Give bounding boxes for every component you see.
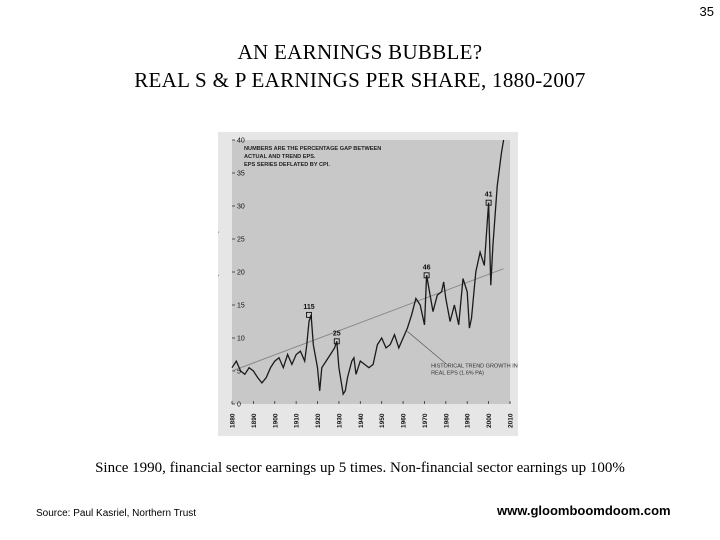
x-tick-label: 1980 — [443, 413, 450, 428]
y-tick-label: 30 — [237, 204, 245, 211]
y-tick-label: 0 — [237, 402, 241, 409]
x-tick-label: 1990 — [465, 413, 472, 428]
x-tick-label: 1890 — [251, 413, 258, 428]
y-tick-label: 10 — [237, 336, 245, 343]
website-link[interactable]: www.gloomboomdoom.com — [497, 503, 671, 518]
y-tick-label: 15 — [237, 303, 245, 310]
plot-area — [232, 140, 510, 404]
x-tick-label: 1900 — [272, 413, 279, 428]
chart-note: EPS SERIES DEFLATED BY CPI. — [244, 162, 330, 168]
x-tick-label: 1910 — [294, 413, 301, 428]
page-number: 35 — [699, 4, 714, 19]
caption: Since 1990, financial sector earnings up… — [95, 460, 625, 476]
y-tick-label: 40 — [237, 138, 245, 145]
x-tick-label: 1920 — [315, 413, 322, 428]
x-tick-label: 1970 — [422, 413, 429, 428]
y-tick-label: 5 — [237, 369, 241, 376]
x-tick-label: 2000 — [486, 413, 493, 428]
chart-note: NUMBERS ARE THE PERCENTAGE GAP BETWEEN — [244, 146, 381, 152]
chart-note: ACTUAL AND TREND EPS. — [244, 154, 316, 160]
annotation-marker — [333, 338, 340, 345]
chart-subtitle: REAL S & P EARNINGS PER SHARE, 1880-2007 — [134, 68, 586, 92]
y-tick-label: 35 — [237, 171, 245, 178]
annotation-marker — [485, 199, 492, 206]
eps-series-line — [231, 139, 505, 396]
x-tick-label: 1940 — [358, 413, 365, 428]
annotation-marker — [306, 311, 312, 318]
trend-label-pointer — [407, 331, 447, 364]
trend-label-text: HISTORICAL TREND GROWTH IN — [431, 364, 518, 370]
trend-label-text: REAL EPS (1.6% PA) — [431, 371, 484, 377]
eps-chart: 0 5 10 15 20 25 30 35 40 1880 1890 1900 1910 1920 1930… — [212, 132, 518, 436]
annotation-marker — [423, 272, 430, 279]
trend-line — [231, 268, 504, 372]
source-credit: Source: Paul Kasriel, Northern Trust — [36, 508, 197, 519]
y-tick-label: 20 — [237, 270, 245, 277]
annotation-label: 25 — [333, 330, 341, 337]
annotation-label: 41 — [485, 192, 493, 199]
x-tick-label: 1930 — [336, 413, 343, 428]
x-tick-label: 1960 — [401, 413, 408, 428]
chart-frame: 0 5 10 15 20 25 30 35 40 1880 1890 1900 1910 1920 1930… — [212, 132, 518, 436]
x-tick-label: 1950 — [379, 413, 386, 428]
y-tick-label: 25 — [237, 237, 245, 244]
x-tick-label: 2010 — [508, 413, 515, 428]
annotation-label: 46 — [423, 264, 431, 271]
y-axis-label: EPS INDEX (REAL TERMS) — [218, 231, 219, 314]
chart-title: AN EARNINGS BUBBLE? — [237, 40, 483, 64]
x-tick-label: 1880 — [230, 413, 237, 428]
annotation-label: 115 — [303, 304, 314, 311]
